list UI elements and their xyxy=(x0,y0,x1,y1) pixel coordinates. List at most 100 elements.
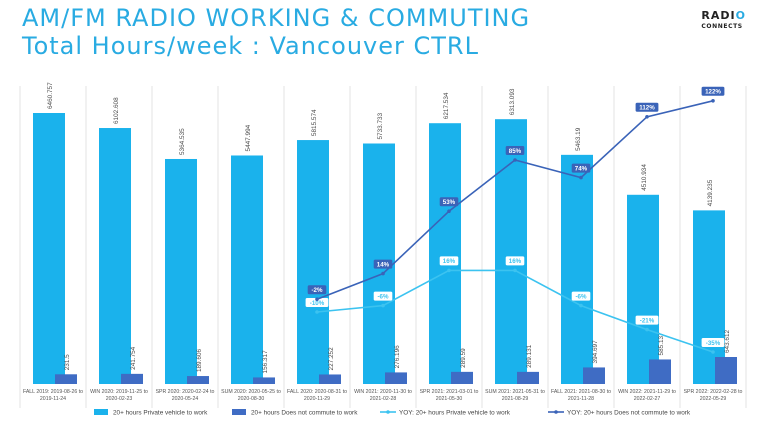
legend-label: 20+ hours Does not commute to work xyxy=(251,410,358,417)
bar-not-commute xyxy=(55,374,77,384)
bar-value-labels: 6460.757 231.5 6102.608 241.754 5364.535 189.… xyxy=(47,82,731,374)
yoy-not-commute-label-box xyxy=(307,285,327,295)
bar-private-vehicle xyxy=(627,194,659,384)
bar-private-vehicle xyxy=(561,154,593,384)
category-label: WIN 2021: 2020-11-30 to 2021-02-28 xyxy=(354,389,412,402)
logo-line-2: CONNECTS xyxy=(701,23,743,30)
category-axis-labels: FALL 2019: 2019-08-26 to 2019-11-24 WIN 20… xyxy=(23,389,743,402)
legend-swatch xyxy=(94,409,108,415)
yoy-private-vehicle-label: -21% xyxy=(640,317,655,324)
chart-legend: 20+ hours Private vehicle to work 20+ hou… xyxy=(94,409,691,417)
category-label: SUM 2020: 2020-05-25 to 2020-08-30 xyxy=(221,389,281,402)
bar-label-private-vehicle: 6217.534 xyxy=(443,92,450,119)
bar-label-private-vehicle: 6460.757 xyxy=(47,82,54,109)
yoy-not-commute-label-box xyxy=(701,86,725,96)
bar-not-commute xyxy=(715,357,737,384)
bar-not-commute xyxy=(583,367,605,384)
bar-private-vehicle xyxy=(231,155,263,384)
yoy-not-commute-label-box xyxy=(439,197,459,207)
bar-private-vehicle xyxy=(33,113,65,384)
category-label: FALL 2021: 2021-08-30 to 2021-11-28 xyxy=(551,389,611,402)
bar-not-commute xyxy=(649,359,671,384)
yoy-not-commute-label: 122% xyxy=(705,89,721,96)
yoy-not-commute-point xyxy=(513,158,517,162)
bar-label-private-vehicle: 5447.994 xyxy=(245,124,252,151)
yoy-not-commute-label-box xyxy=(373,259,393,269)
yoy-private-vehicle-label-box xyxy=(439,256,459,266)
bar-label-not-commute: 189.606 xyxy=(196,349,203,373)
bar-label-private-vehicle: 5463.19 xyxy=(575,127,582,151)
category-dividers xyxy=(19,86,747,408)
category-label: WIN 2020: 2019-11-25 to 2020-02-23 xyxy=(90,389,148,402)
yoy-not-commute-label: -2% xyxy=(311,287,323,294)
category-label: FALL 2019: 2019-08-26 to 2019-11-24 xyxy=(23,389,83,402)
yoy-private-vehicle-label: -35% xyxy=(706,340,721,347)
yoy-not-commute-point xyxy=(579,175,583,180)
title-line-2: Total Hours/week : Vancouver CTRL xyxy=(22,32,479,60)
yoy-not-commute-point xyxy=(447,209,451,213)
yoy-not-commute-label-box xyxy=(505,146,525,155)
yoy-not-commute-point xyxy=(645,115,649,119)
yoy-private-vehicle-label-box xyxy=(635,315,659,325)
logo-text-o: O xyxy=(735,9,746,22)
yoy-not-commute-label: 112% xyxy=(639,105,655,112)
bar-private-vehicle xyxy=(495,119,527,384)
yoy-not-commute-point xyxy=(315,297,319,302)
bar-label-not-commute: 394.697 xyxy=(592,340,599,364)
yoy-private-vehicle-label-box xyxy=(305,298,329,307)
bar-label-not-commute: 227.252 xyxy=(328,347,335,371)
yoy-not-commute-point xyxy=(381,271,385,276)
bar-not-commute xyxy=(187,376,209,384)
bar-not-commute xyxy=(121,373,143,384)
bar-label-private-vehicle: 4139.235 xyxy=(707,179,714,206)
bar-private-vehicle xyxy=(297,140,329,384)
yoy-private-vehicle-label-box xyxy=(701,338,725,347)
yoy-not-commute-label-box xyxy=(571,163,591,173)
yoy-private-vehicle-label-box xyxy=(571,291,591,301)
bar-label-not-commute: 231.5 xyxy=(64,354,71,370)
yoy-private-vehicle-label-box xyxy=(373,291,393,301)
yoy-private-vehicle-label: -6% xyxy=(575,293,587,300)
yoy-private-vehicle-label: 16% xyxy=(509,258,522,265)
bar-label-not-commute: 585.137 xyxy=(658,332,665,356)
bar-private-vehicle xyxy=(165,158,197,384)
yoy-private-vehicle-point xyxy=(447,268,451,273)
logo-line-1: RADIO xyxy=(701,10,746,21)
category-label: SPR 2021: 2021-03-01 to 2021-05-30 xyxy=(420,389,479,402)
bar-label-not-commute: 289.59 xyxy=(460,348,467,368)
category-label: FALL 2020: 2020-08-31 to 2020-11-29 xyxy=(287,389,347,402)
category-label: SPR 2020: 2020-02-24 to 2020-05-24 xyxy=(156,389,215,402)
chart-title: AM/FM RADIO WORKING & COMMUTING Total Ho… xyxy=(22,4,530,60)
bar-label-private-vehicle: 6102.608 xyxy=(113,97,120,124)
yoy-private-vehicle-label: -10% xyxy=(310,300,325,307)
yoy-not-commute-point xyxy=(711,99,715,103)
legend-swatch-marker xyxy=(386,410,390,414)
bar-label-not-commute: 643.612 xyxy=(724,329,731,353)
bar-private-vehicle xyxy=(99,128,131,384)
yoy-private-vehicle-label-box xyxy=(505,256,525,266)
yoy-not-commute-label: 85% xyxy=(509,148,522,155)
legend-label: 20+ hours Private vehicle to work xyxy=(113,410,208,417)
bar-not-commute xyxy=(253,377,275,384)
bar-label-not-commute: 241.754 xyxy=(130,346,137,370)
bar-label-private-vehicle: 4510.934 xyxy=(641,164,648,191)
legend-swatch xyxy=(232,409,246,415)
bar-not-commute xyxy=(319,374,341,384)
yoy-private-vehicle-point xyxy=(579,303,583,308)
bar-label-private-vehicle: 5733.733 xyxy=(377,112,384,139)
yoy-lines: -10% -6% 16% 16% -6% -21% -35% -2% 14% 53% 85% 74% 1… xyxy=(305,86,725,354)
yoy-not-commute-label: 14% xyxy=(377,261,390,268)
category-label: SPR 2022: 2022-02-28 to 2022-05-29 xyxy=(684,389,743,402)
yoy-private-vehicle-point xyxy=(711,350,715,354)
yoy-private-vehicle-point xyxy=(513,268,517,273)
yoy-private-vehicle-point xyxy=(645,327,649,332)
bar-label-not-commute: 289.131 xyxy=(526,344,533,368)
yoy-not-commute-label-box xyxy=(635,102,659,112)
yoy-private-vehicle-label: 16% xyxy=(443,258,456,265)
bar-label-not-commute: 156.317 xyxy=(262,350,269,374)
title-line-1: AM/FM RADIO WORKING & COMMUTING xyxy=(22,4,531,32)
bar-not-commute xyxy=(451,371,473,384)
bar-marks xyxy=(33,113,737,385)
bar-label-private-vehicle: 5815.574 xyxy=(311,109,318,136)
